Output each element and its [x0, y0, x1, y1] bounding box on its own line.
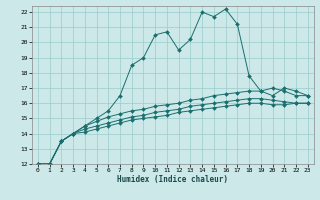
X-axis label: Humidex (Indice chaleur): Humidex (Indice chaleur) [117, 175, 228, 184]
